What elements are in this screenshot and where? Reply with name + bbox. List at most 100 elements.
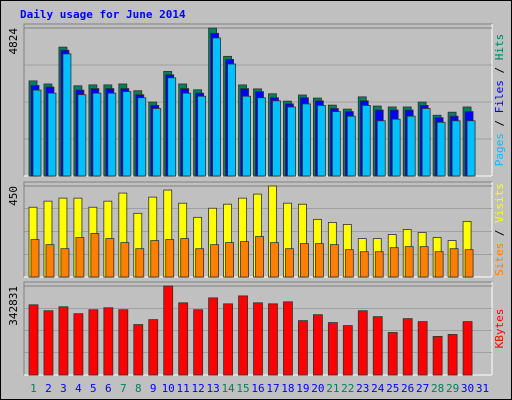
bar <box>436 121 446 177</box>
x-tick-label: 4 <box>75 382 82 395</box>
bar <box>327 322 338 376</box>
x-tick-label: 24 <box>371 382 385 395</box>
bar <box>421 108 431 177</box>
legend-separator: / <box>493 113 506 133</box>
bar <box>135 248 145 278</box>
x-tick-label: 17 <box>266 382 279 395</box>
bar <box>107 92 117 177</box>
bar <box>342 325 353 376</box>
bar <box>434 251 444 278</box>
bar <box>302 103 311 177</box>
bar <box>314 243 324 278</box>
bar <box>240 241 249 278</box>
x-tick-label: 7 <box>120 382 127 395</box>
x-tick-label: 12 <box>192 382 205 395</box>
x-tick-label: 6 <box>105 382 112 395</box>
bar <box>212 37 222 177</box>
bar <box>208 297 219 376</box>
x-tick-label: 3 <box>60 382 67 395</box>
bar <box>133 324 144 376</box>
legend-entry: Files <box>493 80 506 113</box>
y-tick-label: 342831 <box>7 286 20 326</box>
legend-separator: / <box>493 223 506 243</box>
bar <box>449 248 459 278</box>
bar <box>361 105 371 177</box>
x-tick-label: 29 <box>446 382 459 395</box>
x-tick-label: 18 <box>281 382 294 395</box>
bar <box>238 295 248 376</box>
bar <box>105 238 115 278</box>
bar <box>272 100 281 177</box>
legend-entry: Pages <box>493 133 506 166</box>
bar <box>150 240 160 278</box>
bar <box>152 108 162 177</box>
bar <box>344 249 354 278</box>
bar <box>447 334 458 376</box>
bar <box>374 251 384 278</box>
bar <box>62 53 72 177</box>
x-tick-label: 30 <box>461 382 474 395</box>
bar <box>75 237 85 278</box>
bar <box>331 111 341 177</box>
bar <box>316 105 326 177</box>
bar <box>120 242 130 278</box>
x-tick-label: 13 <box>206 382 219 395</box>
bar <box>359 251 369 278</box>
bar <box>285 248 294 278</box>
bar <box>227 63 236 177</box>
bar <box>402 318 413 376</box>
bar <box>346 115 356 177</box>
x-tick-label: 20 <box>311 382 324 395</box>
bar <box>298 320 308 376</box>
bar <box>464 249 474 278</box>
bar <box>103 307 114 376</box>
bar <box>92 92 102 177</box>
bar <box>182 92 192 177</box>
bar <box>329 244 339 278</box>
bar <box>223 303 233 376</box>
x-tick-label: 10 <box>162 382 175 395</box>
x-tick-label: 21 <box>326 382 339 395</box>
bar <box>195 248 205 278</box>
bar <box>406 115 416 177</box>
bar <box>163 285 174 376</box>
bar <box>165 239 175 278</box>
chart-title: Daily usage for June 2014 <box>20 8 186 21</box>
bar <box>178 302 189 376</box>
bar <box>287 106 296 177</box>
x-tick-label: 23 <box>356 382 369 395</box>
bar <box>451 120 461 177</box>
bar <box>30 239 40 278</box>
x-tick-label: 1 <box>30 382 37 395</box>
bar <box>148 319 159 376</box>
bar <box>466 120 476 177</box>
bar <box>225 242 234 278</box>
bar <box>88 309 99 376</box>
bar <box>404 246 414 278</box>
bar <box>137 97 147 177</box>
bar <box>255 236 264 278</box>
bar <box>45 244 55 278</box>
x-tick-label: 9 <box>150 382 157 395</box>
bar <box>257 97 266 177</box>
legend-entry: Hits <box>493 34 506 61</box>
bar <box>268 303 278 376</box>
x-tick-label: 19 <box>296 382 309 395</box>
bar <box>253 302 263 376</box>
x-tick-label: 8 <box>135 382 142 395</box>
x-tick-label: 5 <box>90 382 97 395</box>
bar <box>197 95 207 177</box>
x-tick-label: 14 <box>221 382 235 395</box>
bar <box>372 316 383 376</box>
bar <box>167 77 177 177</box>
bar <box>210 244 220 278</box>
x-tick-label: 28 <box>431 382 444 395</box>
bar <box>58 306 69 376</box>
bar <box>122 91 132 177</box>
bar <box>118 309 129 376</box>
bar <box>242 95 251 177</box>
y-tick-label: 4824 <box>7 28 20 55</box>
x-tick-label: 25 <box>386 382 399 395</box>
x-tick-label: 22 <box>341 382 354 395</box>
